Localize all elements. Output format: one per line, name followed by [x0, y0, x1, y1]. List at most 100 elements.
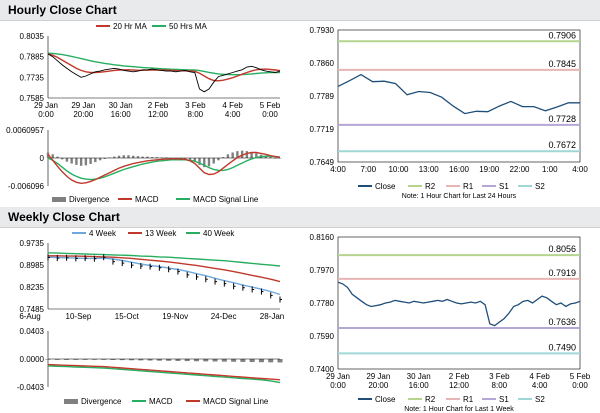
hourly-24h-legend-s1-label: S1	[499, 182, 509, 191]
weekly-1w-x-tick: 2 Feb	[449, 372, 470, 381]
divergence-bar	[240, 150, 244, 158]
hourly-24h-y-tick: 0.7719	[310, 125, 335, 134]
weekly-price-x-tick: 15-Oct	[115, 312, 140, 321]
weekly-divergence-bar	[45, 359, 51, 360]
hourly-24h-x-tick: 4:00	[572, 165, 588, 174]
weekly-1w-legend-s2-label: S2	[535, 395, 545, 404]
weekly-1w-x-tick: 29 Jan	[326, 372, 350, 381]
weekly-1w-x-tick-time: 12:00	[449, 381, 470, 390]
divergence-bar	[264, 156, 267, 158]
hourly-24h-level-label-s2: 0.7672	[548, 140, 576, 150]
weekly-1w-x-tick-time: 0:00	[572, 381, 588, 390]
weekly-1w-note: Note: 1 Hour Chart for Last 1 Week	[404, 406, 514, 413]
weekly-divergence-bar	[193, 359, 199, 362]
divergence-bar	[188, 157, 192, 160]
weekly-1w-x-tick: 3 Feb	[489, 372, 510, 381]
weekly-1w-y-tick: 0.7400	[310, 365, 335, 374]
divergence-bar	[127, 155, 130, 158]
sma-40-week-line	[47, 252, 281, 267]
weekly-divergence-bar	[119, 359, 125, 361]
divergence-bar	[56, 156, 59, 158]
hourly-24h-legend-s2-label: S2	[535, 182, 545, 191]
hourly-price-x-tick: 4 Feb	[222, 101, 243, 110]
hourly-macd-chart: 0.0060957 0 -0.006096 Divergence MACD MACD Si…	[6, 126, 282, 204]
hourly-section-header: Hourly Close Chart	[0, 0, 600, 21]
hourly-macd-y-tick: 0	[40, 154, 45, 163]
hourly-24h-level-label-r2: 0.7906	[548, 30, 576, 40]
hourly-24h-chart: 0.7930 0.7860 0.7789 0.7719 0.7649 0.7906 0.78…	[310, 26, 589, 200]
weekly-divergence-bar	[221, 359, 227, 362]
weekly-price-x-tick: 19-Nov	[162, 312, 188, 321]
weekly-divergence-bar	[73, 359, 79, 360]
divergence-bar	[250, 152, 253, 158]
hourly-24h-x-tick: 10:00	[388, 165, 409, 174]
divergence-bar	[79, 157, 83, 166]
weekly-divergence-bar	[231, 359, 237, 362]
macd-signal-line	[47, 155, 281, 181]
weekly-1w-x-tick: 4 Feb	[529, 372, 550, 381]
divergence-bar	[221, 157, 225, 158]
weekly-divergence-bar	[82, 359, 88, 360]
ma-20-line	[47, 53, 281, 82]
hourly-24h-level-label-s1: 0.7728	[548, 114, 576, 124]
weekly-divergence-bar	[258, 359, 264, 363]
weekly-1w-plot-area	[337, 236, 581, 370]
divergence-bar	[113, 156, 116, 158]
weekly-legend-divergence-swatch	[64, 399, 78, 404]
hourly-price-x-tick-time: 0:00	[38, 110, 54, 119]
divergence-bar	[136, 156, 140, 158]
weekly-1w-y-tick: 0.7780	[310, 299, 335, 308]
hourly-24h-x-tick: 1:00	[542, 165, 558, 174]
legend-4-week-label: 4 Week	[89, 229, 117, 238]
weekly-1w-x-tick-time: 0:00	[330, 381, 346, 390]
divergence-bar	[132, 155, 135, 158]
hourly-24h-x-tick: 19:00	[479, 165, 500, 174]
legend-macd-label: MACD	[135, 195, 159, 204]
weekly-macd-y-tick: 0.0000	[20, 355, 45, 364]
weekly-price-y-tick: 0.8235	[20, 283, 45, 292]
divergence-bar	[103, 157, 107, 159]
weekly-section-title: Weekly Close Chart	[8, 210, 120, 224]
hourly-price-x-tick: 29 Jan	[34, 101, 58, 110]
hourly-24h-close-line	[337, 73, 580, 115]
weekly-price-x-tick: 10-Sep	[66, 312, 92, 321]
weekly-1w-x-tick-time: 20:00	[368, 381, 389, 390]
sma-13-week-line	[48, 255, 281, 283]
hourly-24h-y-tick: 0.7860	[310, 59, 335, 68]
weekly-1w-chart: 0.8160 0.7970 0.7780 0.7590 0.7400 0.8056 0.79…	[310, 233, 591, 413]
weekly-macd-signal-line	[47, 365, 281, 384]
weekly-divergence-bar	[129, 359, 135, 361]
hourly-24h-x-tick: 4:00	[330, 165, 346, 174]
weekly-1w-y-tick: 0.7590	[310, 332, 335, 341]
hourly-price-x-tick: 5 Feb	[260, 101, 281, 110]
weekly-divergence-bar	[101, 359, 107, 360]
divergence-bar	[51, 154, 54, 158]
divergence-bar	[226, 154, 230, 158]
divergence-bar	[269, 157, 272, 158]
divergence-bar	[231, 152, 234, 158]
weekly-legend-macd-signal-label: MACD Signal Line	[203, 397, 269, 406]
hourly-price-x-tick-time: 20:00	[73, 110, 94, 119]
weekly-1w-level-label-s2: 0.7490	[548, 342, 576, 352]
legend-13-week-label: 13 Week	[145, 229, 177, 238]
hourly-24h-y-tick: 0.7930	[310, 26, 335, 35]
hourly-price-x-tick-time: 16:00	[111, 110, 132, 119]
weekly-1w-x-tick-time: 8:00	[492, 381, 508, 390]
weekly-macd-chart: 0.0403 0.0000 -0.0403 Divergence MACD MACD Si…	[17, 327, 283, 406]
weekly-1w-x-tick: 29 Jan	[366, 372, 390, 381]
hourly-24h-x-tick: 13:00	[419, 165, 440, 174]
divergence-bar	[89, 157, 92, 164]
weekly-price-y-tick: 0.8985	[20, 261, 45, 270]
weekly-divergence-bar	[54, 359, 60, 360]
hourly-price-y-tick: 0.7735	[20, 73, 45, 82]
divergence-bar	[155, 157, 159, 158]
divergence-bar	[94, 157, 97, 163]
legend-40-week-label: 40 Week	[203, 229, 235, 238]
hourly-24h-x-tick: 16:00	[449, 165, 470, 174]
hourly-24h-legend-r1-label: R1	[463, 182, 474, 191]
weekly-1w-close-line	[337, 281, 581, 327]
hourly-price-x-tick: 3 Feb	[185, 101, 206, 110]
divergence-bar	[150, 157, 154, 158]
divergence-bar	[198, 157, 201, 165]
